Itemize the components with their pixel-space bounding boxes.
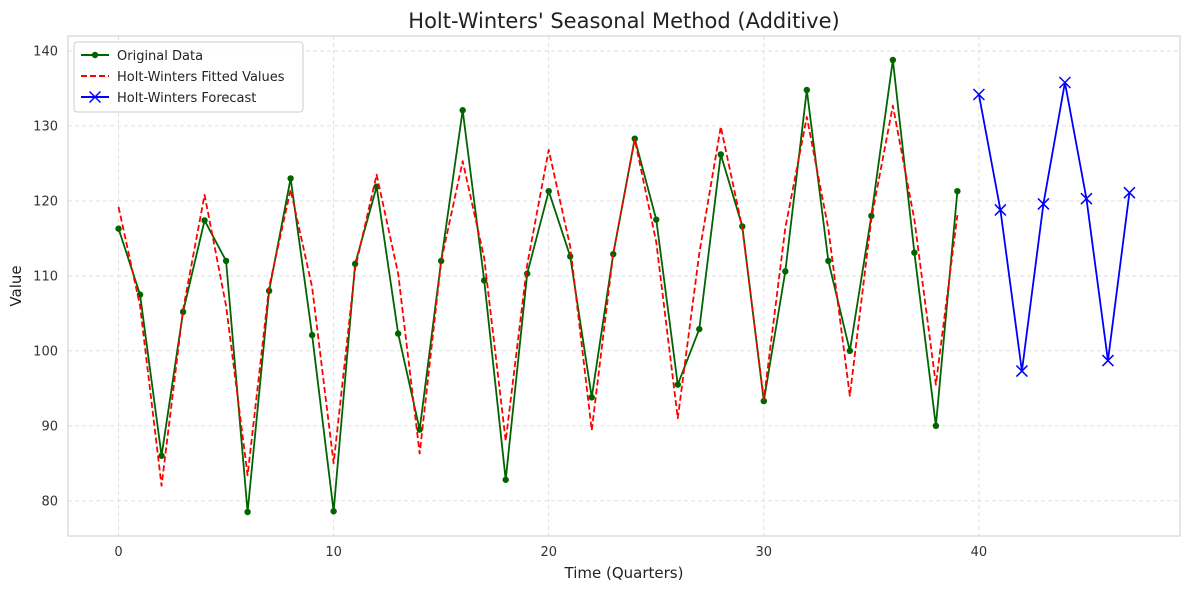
data-point-forecast — [972, 88, 985, 101]
data-point-original — [674, 381, 681, 388]
legend-marker-forecast — [88, 90, 102, 104]
legend: Original Data Holt-Winters Fitted Values… — [73, 41, 304, 113]
data-point-forecast — [994, 203, 1007, 216]
series-line-forecast — [978, 81, 1131, 372]
legend-label-forecast: Holt-Winters Forecast — [117, 91, 256, 106]
data-point-original — [115, 225, 122, 232]
data-point-original — [825, 257, 832, 265]
data-point-forecast — [1015, 365, 1028, 378]
data-point-forecast — [1058, 76, 1071, 89]
data-point-forecast — [1101, 354, 1114, 367]
x-tick-label: 40 — [971, 545, 988, 560]
plot-frame — [67, 35, 1181, 537]
legend-item-forecast: Holt-Winters Forecast — [81, 90, 256, 106]
legend-item-fitted: Holt-Winters Fitted Values — [81, 70, 285, 85]
data-point-original — [330, 508, 337, 515]
data-point-original — [911, 249, 918, 256]
legend-marker-original — [91, 51, 99, 59]
data-point-original — [782, 268, 789, 275]
y-tick-label: 140 — [33, 44, 58, 59]
data-point-original — [653, 216, 660, 223]
data-point-original — [889, 56, 897, 64]
data-point-original — [502, 476, 509, 483]
x-tick-label: 20 — [540, 545, 557, 560]
data-point-original — [846, 347, 854, 355]
legend-item-original: Original Data — [81, 49, 203, 64]
series-forecast — [972, 76, 1136, 378]
legend-box — [73, 41, 304, 113]
data-point-original — [717, 151, 724, 158]
chart-title: Holt-Winters' Seasonal Method (Additive) — [408, 9, 839, 33]
data-point-forecast — [1080, 192, 1093, 205]
data-point-original — [394, 330, 402, 337]
y-tick-label: 90 — [41, 419, 58, 434]
data-point-original — [696, 325, 703, 333]
data-point-original — [545, 187, 552, 195]
data-point-original — [308, 331, 316, 339]
data-point-original — [222, 257, 230, 265]
series-layer — [115, 56, 1136, 516]
data-point-forecast — [1123, 186, 1136, 199]
data-point-original — [416, 426, 423, 433]
series-fitted — [117, 104, 959, 487]
data-point-original — [803, 86, 811, 94]
y-tick-label: 130 — [33, 119, 58, 134]
data-point-original — [760, 397, 768, 405]
x-tick-label: 0 — [114, 545, 122, 560]
x-tick-label: 30 — [756, 545, 773, 560]
data-point-original — [244, 508, 251, 516]
y-tick-label: 110 — [33, 269, 58, 284]
grid — [68, 36, 1180, 536]
legend-label-fitted: Holt-Winters Fitted Values — [117, 70, 285, 85]
y-tick-label: 120 — [33, 194, 58, 209]
data-point-original — [437, 257, 445, 265]
series-line-original — [117, 59, 959, 513]
y-tick-label: 80 — [41, 494, 58, 509]
data-point-original — [954, 187, 961, 195]
data-point-original — [459, 107, 466, 114]
data-point-original — [287, 175, 294, 182]
data-point-original — [158, 452, 165, 459]
data-point-original — [868, 212, 875, 220]
x-tick-label: 10 — [325, 545, 342, 560]
tick-labels: 0 10 20 30 40 80 90 100 110 120 130 140 — [33, 44, 987, 560]
series-line-fitted — [117, 104, 959, 487]
data-point-original — [588, 394, 595, 401]
data-point-original — [932, 422, 940, 430]
data-point-original — [201, 217, 208, 224]
y-axis-label: Value — [7, 265, 25, 306]
legend-label-original: Original Data — [117, 49, 203, 64]
data-point-original — [179, 308, 187, 316]
data-point-forecast — [1037, 197, 1050, 210]
x-axis-label: Time (Quarters) — [564, 564, 684, 582]
data-point-original — [610, 250, 617, 258]
y-tick-label: 100 — [33, 344, 58, 359]
